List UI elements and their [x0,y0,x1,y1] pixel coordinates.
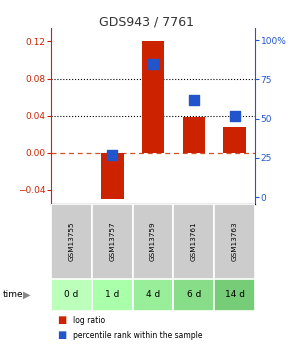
Bar [173,279,214,311]
Text: 4 d: 4 d [146,290,160,299]
Text: GSM13763: GSM13763 [231,222,238,261]
Text: percentile rank within the sample: percentile rank within the sample [73,331,203,340]
Text: GSM13757: GSM13757 [109,222,115,261]
Text: 14 d: 14 d [224,290,245,299]
Bar [92,204,133,279]
Bar [214,279,255,311]
Bar [51,204,92,279]
Bar [173,204,214,279]
Bar [223,127,246,152]
Bar [51,279,92,311]
Bar [183,117,205,152]
Bar [214,204,255,279]
Point [232,113,237,118]
Text: log ratio: log ratio [73,316,105,325]
Bar [92,279,133,311]
Text: GSM13761: GSM13761 [191,222,197,261]
Point [192,97,196,102]
Bar [133,279,173,311]
Point [151,61,155,67]
Point [110,152,115,158]
Bar [101,152,124,199]
Text: ■: ■ [57,331,67,340]
Text: GSM13755: GSM13755 [69,222,75,261]
Bar [133,204,173,279]
Text: time: time [3,290,23,299]
Text: ▶: ▶ [23,290,30,300]
Text: 1 d: 1 d [105,290,120,299]
Text: 6 d: 6 d [187,290,201,299]
Text: GDS943 / 7761: GDS943 / 7761 [99,16,194,29]
Text: ■: ■ [57,315,67,325]
Text: GSM13759: GSM13759 [150,222,156,261]
Bar [142,41,164,152]
Text: 0 d: 0 d [64,290,79,299]
